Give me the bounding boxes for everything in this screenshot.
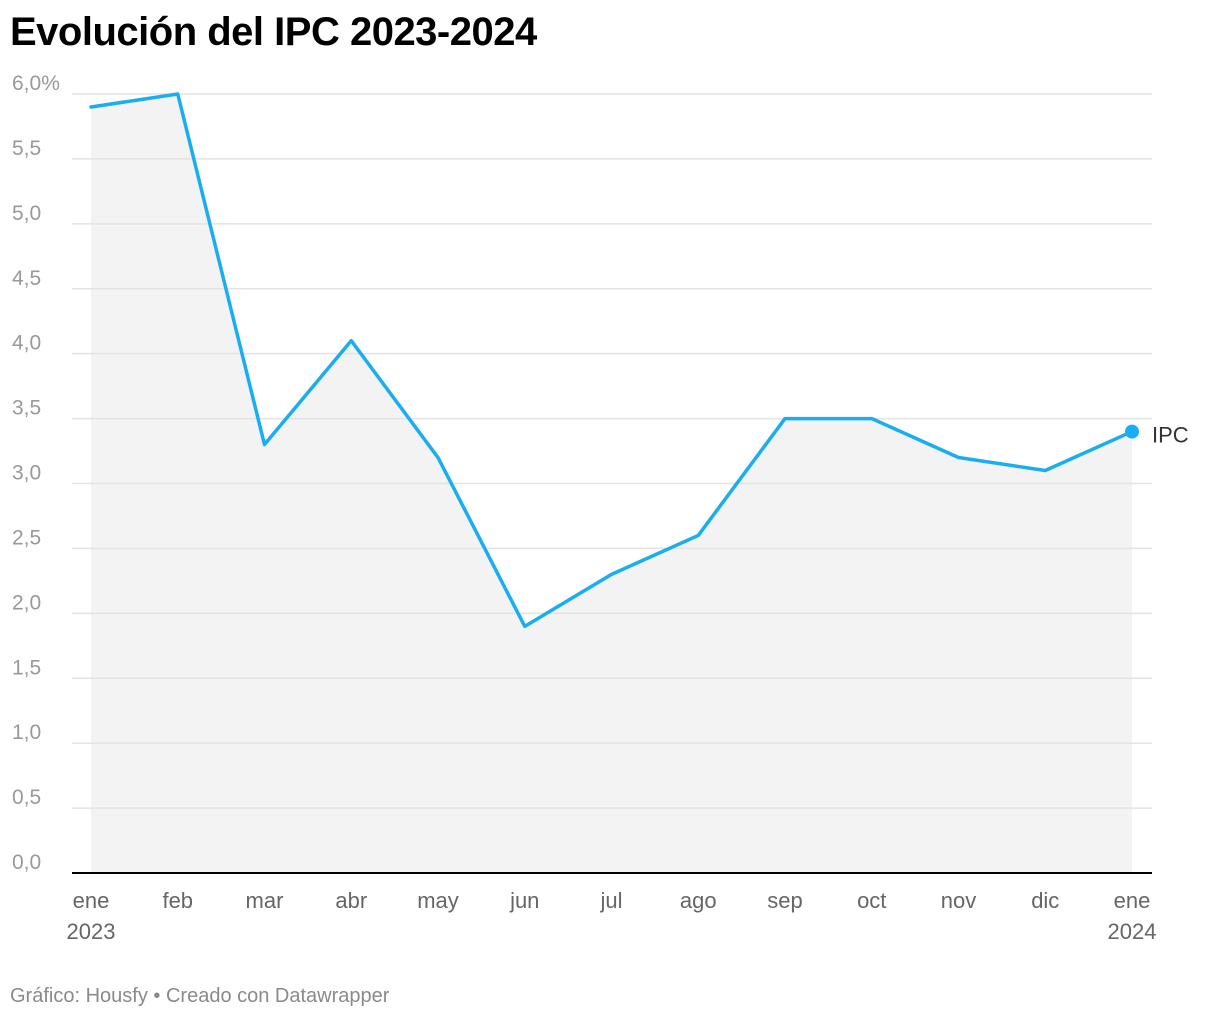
x-tick-label: 2023	[67, 919, 116, 944]
x-tick-label: jun	[509, 888, 539, 913]
y-tick-label: 1,5	[12, 656, 41, 679]
x-tick-label: sep	[767, 888, 802, 913]
y-tick-label: 3,5	[12, 397, 41, 420]
y-tick-label: 5,5	[12, 137, 41, 160]
chart-title: Evolución del IPC 2023-2024	[10, 10, 537, 54]
y-tick-label: 3,0	[12, 462, 41, 485]
x-tick-label: oct	[857, 888, 886, 913]
credit-label: Creado con Datawrapper	[165, 985, 390, 1007]
y-tick-label: 4,5	[12, 267, 41, 290]
x-tick-label: may	[417, 888, 459, 913]
x-tick-label: abr	[335, 888, 367, 913]
x-tick-label: dic	[1031, 888, 1059, 913]
x-tick-label: ago	[680, 888, 717, 913]
y-tick-label: 0,0	[12, 851, 41, 874]
footer-separator: •	[153, 985, 161, 1007]
x-tick-label: feb	[162, 888, 193, 913]
y-tick-label: 1,0	[12, 721, 41, 744]
series-label: IPC	[1152, 423, 1189, 448]
x-tick-label: ene	[1114, 888, 1151, 913]
source-label: Gráfico: Housfy	[10, 985, 148, 1007]
x-tick-label: mar	[246, 888, 284, 913]
y-tick-label: 6,0%	[12, 72, 60, 95]
y-tick-label: 0,5	[12, 786, 41, 809]
y-tick-label: 2,0	[12, 591, 41, 614]
x-tick-label: nov	[941, 888, 976, 913]
y-tick-label: 2,5	[12, 526, 41, 549]
ipc-last-point	[1125, 424, 1139, 439]
x-tick-label: jul	[599, 888, 622, 913]
x-tick-label: 2024	[1108, 919, 1157, 944]
y-tick-label: 4,0	[12, 332, 41, 355]
ipc-series-line	[89, 92, 1134, 629]
x-tick-label: ene	[73, 888, 110, 913]
chart-footer: Gráfico: Housfy • Creado con Datawrapper	[10, 985, 389, 1008]
y-tick-label: 5,0	[12, 202, 41, 225]
